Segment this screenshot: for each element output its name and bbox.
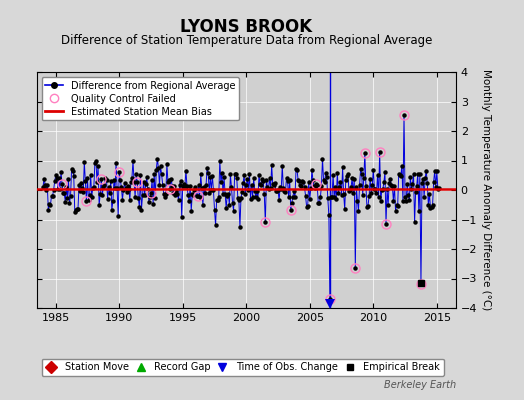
Text: LYONS BROOK: LYONS BROOK	[180, 18, 312, 36]
Text: Difference of Station Temperature Data from Regional Average: Difference of Station Temperature Data f…	[61, 34, 432, 47]
Text: Berkeley Earth: Berkeley Earth	[384, 380, 456, 390]
Legend: Station Move, Record Gap, Time of Obs. Change, Empirical Break: Station Move, Record Gap, Time of Obs. C…	[41, 358, 444, 376]
Y-axis label: Monthly Temperature Anomaly Difference (°C): Monthly Temperature Anomaly Difference (…	[481, 69, 491, 311]
